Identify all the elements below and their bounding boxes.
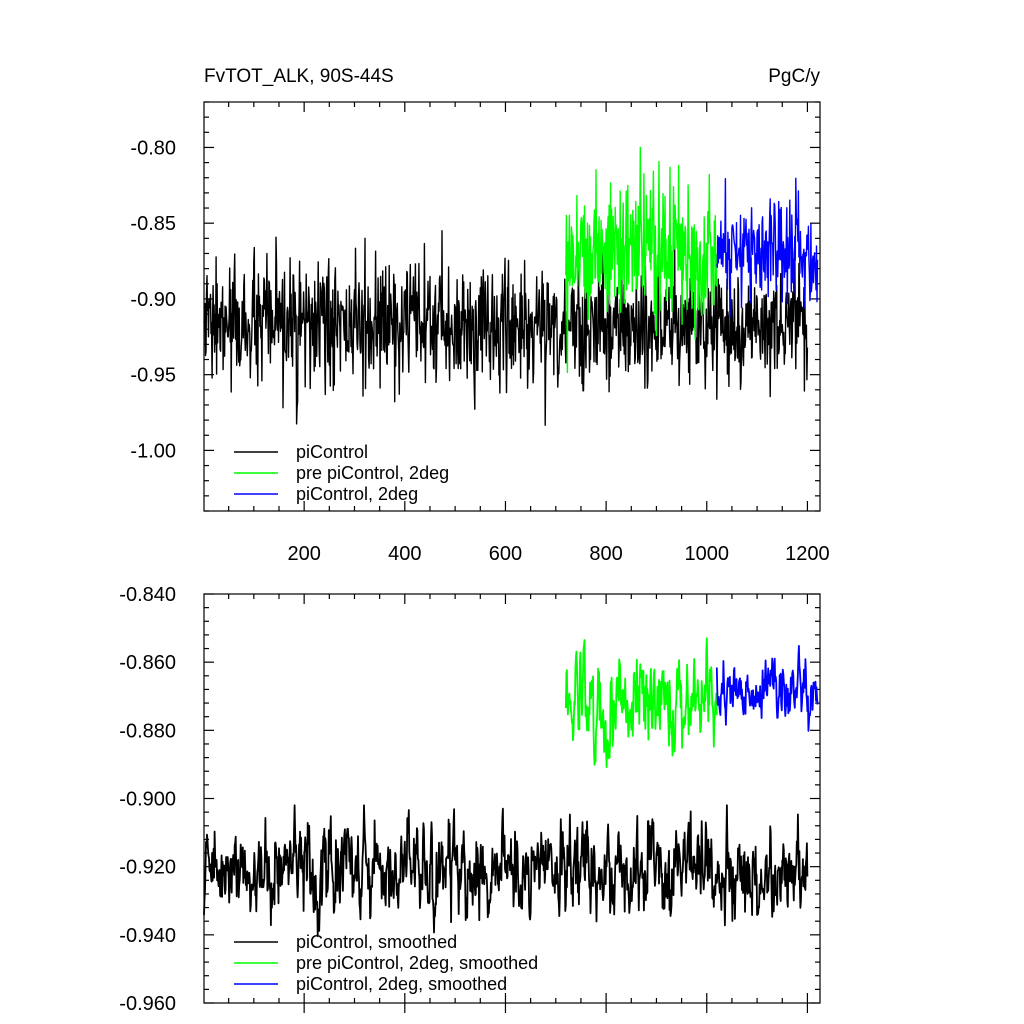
bottom-plot-frame (203, 593, 821, 1004)
y-tick-label: -0.840 (119, 584, 176, 606)
bottom-panel: -0.840 -0.860 -0.880 -0.900 -0.920 -0.940 -0.9… (119, 584, 821, 1015)
legend-label: piControl, smoothed (296, 932, 457, 952)
x-tick-label: 1000 (685, 543, 730, 565)
x-tick-label: 400 (388, 543, 421, 565)
series-line-picontrol (203, 230, 809, 426)
x-tick-label: 200 (287, 543, 320, 565)
legend-label: pre piControl, 2deg (296, 463, 449, 483)
x-tick-label: 1200 (785, 543, 830, 565)
bottom-plot-area (203, 637, 819, 937)
top-plot-area (203, 146, 819, 426)
x-tick-label: 800 (589, 543, 622, 565)
series-line-picontrol-smoothed (203, 804, 809, 937)
y-tick-label: -0.95 (130, 365, 176, 387)
x-tick-label: 600 (489, 543, 522, 565)
bottom-axes-ticks: -0.840 -0.860 -0.880 -0.900 -0.920 -0.940 -0.9… (119, 584, 820, 1015)
y-tick-label: -0.860 (119, 652, 176, 674)
y-tick-label: -0.85 (130, 213, 176, 235)
legend-label: piControl, 2deg (296, 484, 418, 504)
y-tick-label: -0.900 (119, 789, 176, 811)
series-line-picontrol-2deg (716, 177, 819, 319)
top-panel: FvTOT_ALK, 90S-44S PgC/y 200 400 600 800 100… (130, 66, 829, 565)
legend-label: piControl, 2deg, smoothed (296, 974, 507, 994)
legend-label: pre piControl, 2deg, smoothed (296, 953, 538, 973)
top-axes-ticks: 200 400 600 800 1000 1200 -0.80 -0.85 -0.90 -0.95… (130, 101, 830, 565)
top-units: PgC/y (768, 66, 820, 87)
legend-label: piControl (296, 442, 368, 462)
series-line-picontrol-2deg-smoothed (715, 645, 819, 732)
top-plot-frame (203, 101, 821, 512)
top-title: FvTOT_ALK, 90S-44S (204, 66, 394, 87)
y-tick-label: -0.90 (130, 289, 176, 311)
y-tick-label: -0.80 (130, 137, 176, 159)
y-tick-label: -0.960 (119, 993, 176, 1015)
y-tick-label: -0.920 (119, 857, 176, 879)
y-tick-label: -0.940 (119, 925, 176, 947)
y-tick-label: -1.00 (130, 440, 176, 462)
series-line-pre-picontrol-2deg (565, 146, 718, 374)
y-tick-label: -0.880 (119, 720, 176, 742)
series-line-pre-picontrol-2deg-smoothed (564, 637, 718, 769)
